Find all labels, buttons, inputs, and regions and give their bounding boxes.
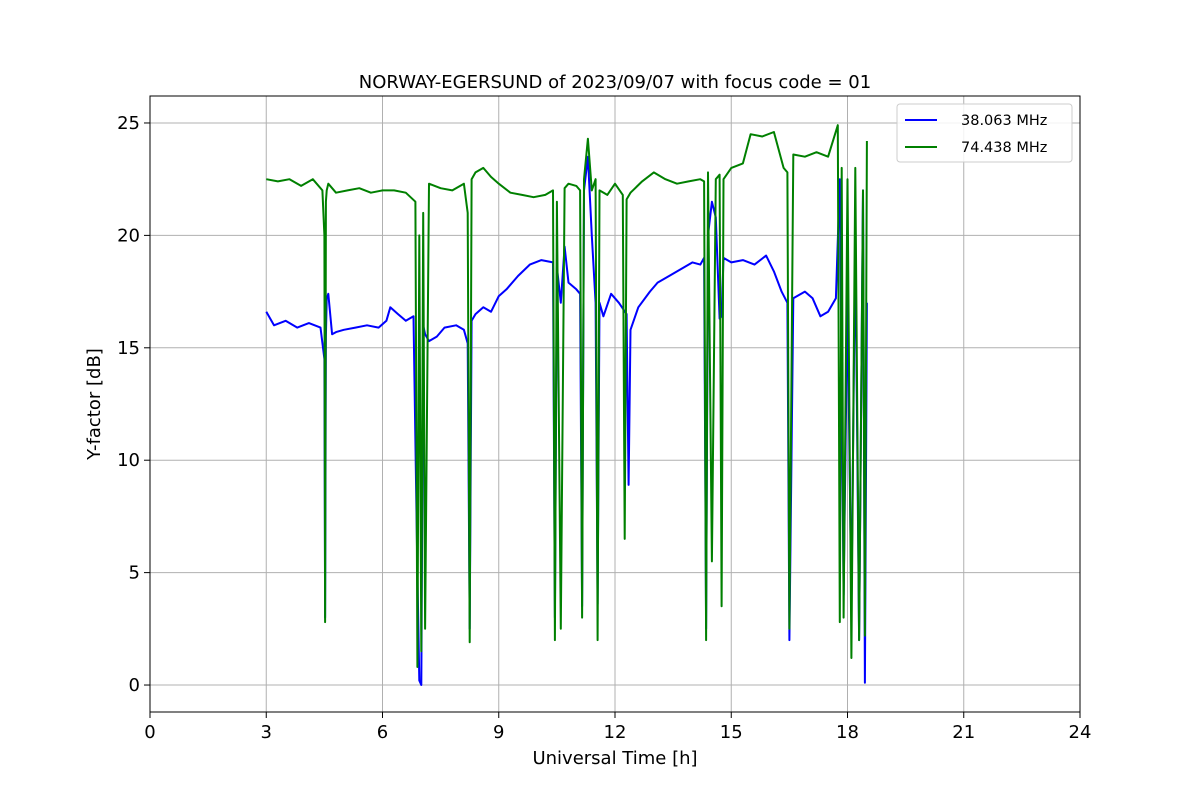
y-tick-label: 20 — [117, 225, 140, 246]
series-line-2 — [266, 124, 868, 668]
x-tick-label: 21 — [952, 722, 975, 743]
x-tick-label: 0 — [144, 722, 155, 743]
ticks: 0 3 6 9 12 15 18 21 24 0 5 10 15 20 25 — [117, 113, 1091, 743]
chart-title: NORWAY-EGERSUND of 2023/09/07 with focus… — [359, 72, 871, 93]
legend-label: 74.438 MHz — [961, 140, 1047, 156]
x-tick-label: 15 — [720, 722, 743, 743]
x-axis-label: Universal Time [h] — [532, 748, 697, 769]
y-tick-label: 25 — [117, 113, 140, 134]
series-line-1 — [265, 155, 868, 686]
x-tick-label: 18 — [836, 722, 859, 743]
legend: 38.063 MHz 74.438 MHz — [896, 103, 1073, 163]
x-tick-label: 12 — [604, 722, 627, 743]
x-tick-label: 3 — [261, 722, 272, 743]
y-axis-label: Y-factor [dB] — [84, 348, 105, 461]
y-tick-label: 0 — [129, 675, 140, 696]
x-tick-label: 24 — [1069, 722, 1092, 743]
y-tick-label: 10 — [117, 450, 140, 471]
series-layer — [265, 124, 868, 686]
x-tick-label: 6 — [377, 722, 388, 743]
y-tick-label: 5 — [129, 563, 140, 584]
legend-label: 38.063 MHz — [961, 113, 1047, 129]
legend-box — [896, 103, 1073, 163]
y-tick-label: 15 — [117, 338, 140, 359]
grid — [149, 96, 1081, 712]
x-tick-label: 9 — [493, 722, 504, 743]
